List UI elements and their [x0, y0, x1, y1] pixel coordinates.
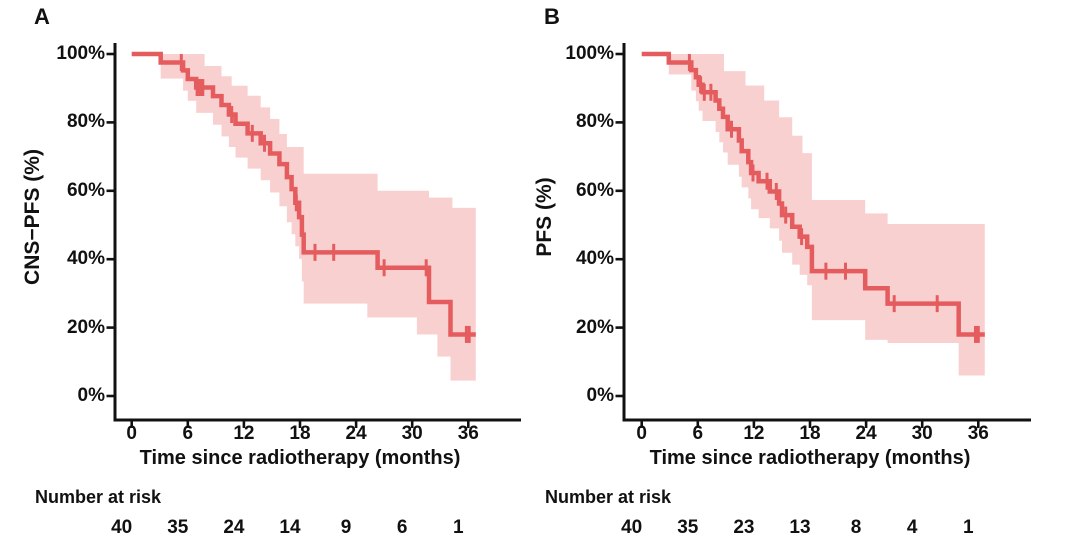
- confidence-band-a: [160, 54, 476, 381]
- km-panel-a: [106, 43, 521, 428]
- confidence-band-b: [668, 54, 985, 376]
- risk-count-b: 35: [677, 517, 699, 538]
- panel-letter-a: A: [34, 4, 50, 29]
- axes-a: [113, 43, 521, 422]
- risk-count-a: 14: [279, 517, 301, 538]
- x-tick-label-a: 36: [457, 423, 479, 444]
- y-tick-label-b: 40%: [575, 248, 614, 270]
- risk-count-a: 9: [340, 517, 352, 538]
- x-tick-label-a: 12: [233, 423, 255, 444]
- risk-count-a: 1: [453, 517, 464, 538]
- km-panel-b: [615, 43, 1031, 428]
- y-tick-label-b: 80%: [575, 111, 614, 133]
- y-tick-label-a: 60%: [66, 179, 105, 201]
- risk-count-b: 40: [621, 517, 643, 538]
- y-tick-label-a: 100%: [56, 43, 105, 64]
- risk-count-b: 13: [789, 517, 811, 538]
- y-tick-label-b: 100%: [565, 43, 614, 64]
- x-axis-title-a: Time since radiotherapy (months): [139, 447, 461, 469]
- x-tick-label-a: 24: [345, 423, 367, 444]
- x-tick-label-b: 30: [911, 423, 933, 444]
- y-tick-label-a: 20%: [66, 316, 105, 338]
- tick-marks-b: [615, 52, 980, 428]
- y-tick-label-a: 80%: [66, 111, 105, 133]
- x-tick-label-a: 30: [401, 423, 423, 444]
- x-tick-label-b: 36: [967, 423, 989, 444]
- risk-count-a: 35: [167, 517, 189, 538]
- number-at-risk-label-a: Number at risk: [35, 487, 162, 507]
- risk-count-b: 8: [850, 517, 862, 538]
- number-at-risk-label-b: Number at risk: [545, 487, 672, 507]
- x-tick-label-a: 0: [126, 423, 137, 444]
- x-tick-label-b: 24: [855, 423, 877, 444]
- risk-count-b: 23: [733, 517, 755, 538]
- x-tick-label-b: 18: [799, 423, 821, 444]
- y-tick-label-a: 0%: [77, 385, 105, 406]
- y-tick-label-b: 0%: [586, 385, 614, 406]
- tick-marks-a: [106, 52, 470, 428]
- x-tick-label-a: 18: [289, 423, 311, 444]
- x-tick-label-b: 6: [692, 423, 704, 444]
- censor-marks-a: [179, 54, 471, 343]
- y-tick-label-b: 60%: [575, 179, 614, 201]
- censor-marks-b: [687, 54, 980, 343]
- x-axis-title-b: Time since radiotherapy (months): [649, 447, 971, 469]
- x-tick-label-b: 12: [743, 423, 765, 444]
- risk-count-a: 40: [111, 517, 133, 538]
- y-tick-label-a: 40%: [66, 248, 105, 270]
- risk-count-a: 24: [223, 517, 245, 538]
- risk-count-b: 1: [963, 517, 974, 538]
- y-tick-label-b: 20%: [575, 316, 614, 338]
- axes-b: [622, 43, 1031, 422]
- risk-count-b: 4: [906, 517, 918, 538]
- panel-letter-b: B: [544, 4, 560, 29]
- risk-count-a: 6: [396, 517, 408, 538]
- x-tick-label-a: 6: [182, 423, 194, 444]
- x-tick-label-b: 0: [636, 423, 647, 444]
